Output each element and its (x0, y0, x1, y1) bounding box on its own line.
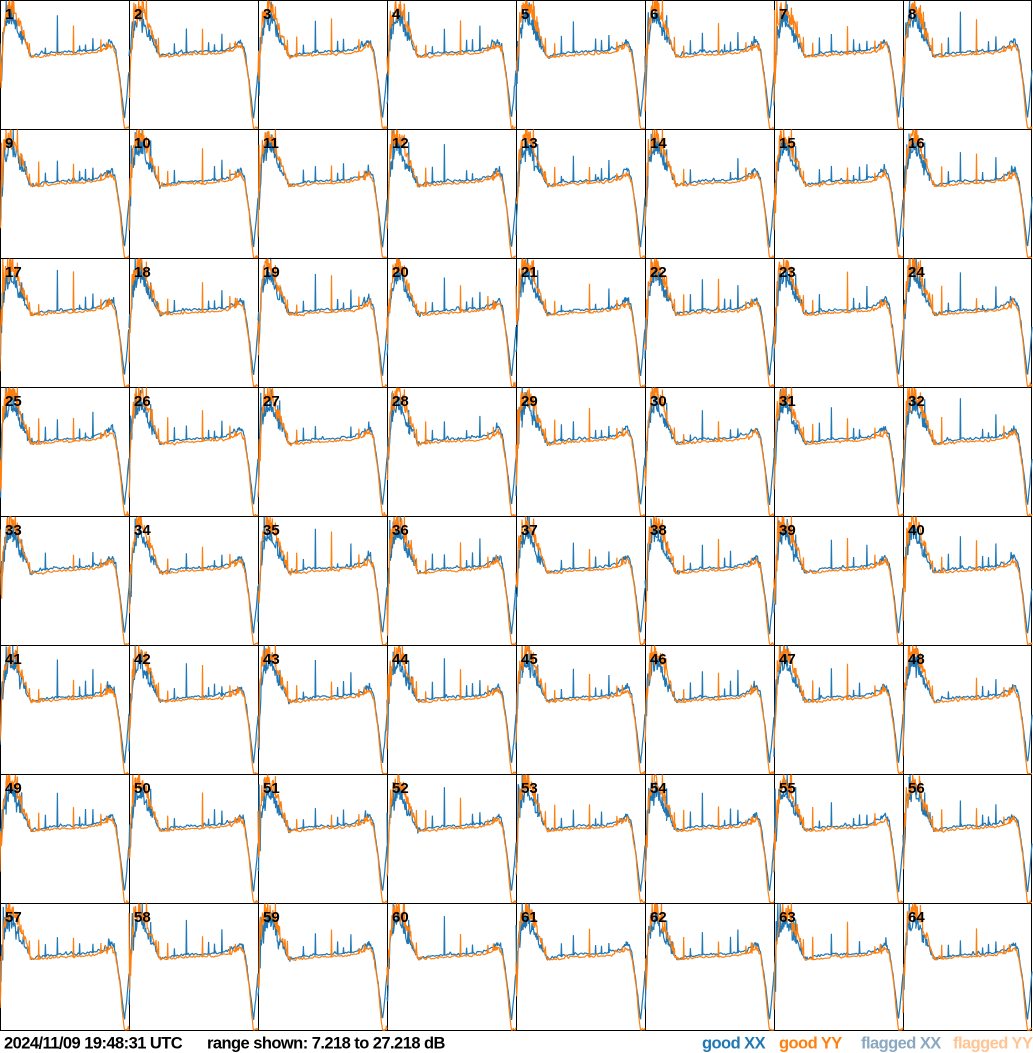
svg-text:63: 63 (779, 909, 796, 926)
svg-text:40: 40 (908, 522, 925, 539)
svg-text:1: 1 (5, 6, 13, 23)
svg-text:43: 43 (263, 651, 280, 668)
svg-text:11: 11 (263, 135, 279, 152)
svg-text:31: 31 (779, 393, 796, 410)
svg-text:55: 55 (779, 780, 796, 797)
svg-text:good YY: good YY (779, 1035, 842, 1053)
svg-text:45: 45 (521, 651, 538, 668)
svg-text:7: 7 (779, 6, 787, 23)
svg-text:53: 53 (521, 780, 538, 797)
svg-text:17: 17 (5, 264, 22, 281)
svg-text:4: 4 (392, 6, 401, 23)
svg-text:51: 51 (263, 780, 280, 797)
svg-text:13: 13 (521, 135, 538, 152)
svg-text:20: 20 (392, 264, 409, 281)
svg-text:52: 52 (392, 780, 409, 797)
svg-text:54: 54 (650, 780, 667, 797)
svg-text:41: 41 (5, 651, 22, 668)
svg-text:26: 26 (134, 393, 151, 410)
svg-text:46: 46 (650, 651, 667, 668)
svg-text:flagged XX: flagged XX (861, 1035, 941, 1053)
svg-text:39: 39 (779, 522, 796, 539)
svg-text:49: 49 (5, 780, 22, 797)
svg-text:21: 21 (521, 264, 538, 281)
svg-text:18: 18 (134, 264, 151, 281)
svg-text:35: 35 (263, 522, 280, 539)
svg-text:14: 14 (650, 135, 667, 152)
svg-text:range shown: 7.218 to 27.218 d: range shown: 7.218 to 27.218 dB (207, 1035, 446, 1053)
svg-text:33: 33 (5, 522, 22, 539)
svg-text:56: 56 (908, 780, 925, 797)
svg-text:16: 16 (908, 135, 925, 152)
svg-text:50: 50 (134, 780, 151, 797)
svg-text:44: 44 (392, 651, 409, 668)
svg-text:5: 5 (521, 6, 529, 23)
svg-text:24: 24 (908, 264, 925, 281)
svg-text:3: 3 (263, 6, 271, 23)
svg-text:2024/11/09 19:48:31 UTC: 2024/11/09 19:48:31 UTC (4, 1035, 183, 1053)
svg-text:flagged YY: flagged YY (953, 1035, 1033, 1053)
svg-text:32: 32 (908, 393, 925, 410)
svg-text:8: 8 (908, 6, 916, 23)
svg-text:22: 22 (650, 264, 667, 281)
svg-text:15: 15 (779, 135, 796, 152)
svg-text:29: 29 (521, 393, 538, 410)
svg-text:10: 10 (134, 135, 151, 152)
svg-text:47: 47 (779, 651, 796, 668)
svg-text:64: 64 (908, 909, 925, 926)
svg-text:19: 19 (263, 264, 280, 281)
svg-text:34: 34 (134, 522, 151, 539)
svg-text:36: 36 (392, 522, 409, 539)
svg-text:48: 48 (908, 651, 925, 668)
svg-text:30: 30 (650, 393, 667, 410)
svg-text:60: 60 (392, 909, 409, 926)
svg-text:61: 61 (521, 909, 538, 926)
svg-text:12: 12 (392, 135, 409, 152)
svg-text:59: 59 (263, 909, 280, 926)
svg-text:38: 38 (650, 522, 667, 539)
svg-text:23: 23 (779, 264, 796, 281)
svg-text:42: 42 (134, 651, 151, 668)
svg-text:57: 57 (5, 909, 22, 926)
svg-text:2: 2 (134, 6, 142, 23)
svg-text:27: 27 (263, 393, 280, 410)
svg-text:good XX: good XX (702, 1035, 766, 1053)
svg-text:62: 62 (650, 909, 667, 926)
svg-text:58: 58 (134, 909, 151, 926)
svg-text:28: 28 (392, 393, 409, 410)
svg-text:25: 25 (5, 393, 22, 410)
svg-text:6: 6 (650, 6, 658, 23)
svg-text:37: 37 (521, 522, 538, 539)
svg-text:9: 9 (5, 135, 13, 152)
